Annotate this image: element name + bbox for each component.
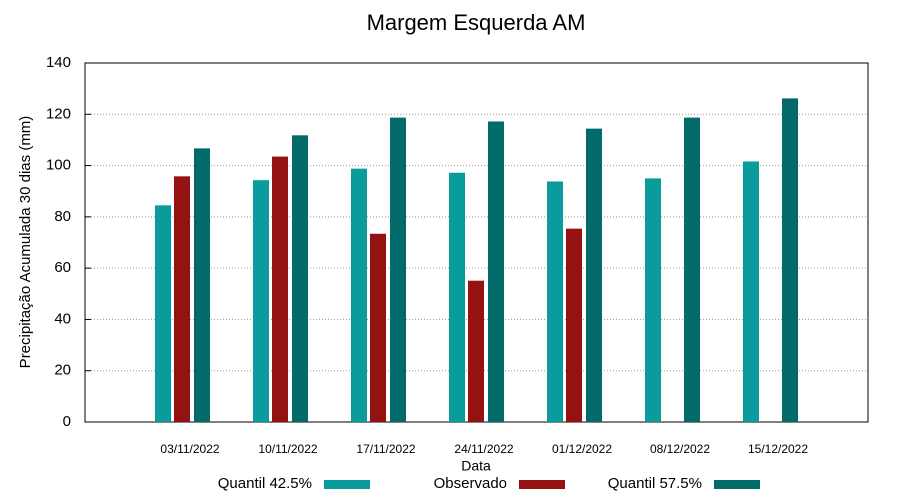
y-tick-label: 100 [46, 157, 71, 174]
bar [488, 121, 504, 423]
bar [566, 228, 582, 422]
y-tick-label: 60 [54, 259, 71, 276]
x-tick-label: 24/11/2022 [454, 442, 513, 456]
x-tick-label: 01/12/2022 [552, 442, 612, 456]
bar [174, 176, 190, 422]
bar [468, 280, 484, 422]
x-tick-label: 10/11/2022 [258, 442, 317, 456]
legend-label: Quantil 57.5% [608, 475, 702, 492]
x-tick-label: 15/12/2022 [748, 442, 808, 456]
bar [370, 233, 386, 422]
legend-swatch [519, 480, 565, 489]
bar [390, 117, 406, 422]
bar [449, 172, 465, 422]
bar [684, 117, 700, 422]
bar [645, 178, 661, 422]
y-tick-label: 20 [54, 362, 71, 379]
y-tick-label: 140 [46, 54, 71, 71]
y-tick-label: 80 [54, 208, 71, 225]
y-tick-label: 120 [46, 105, 71, 122]
bar [253, 180, 269, 422]
bar [586, 128, 602, 422]
legend-swatch [714, 480, 760, 489]
bar [351, 168, 367, 422]
y-tick-label: 0 [63, 413, 71, 430]
x-tick-label: 03/11/2022 [160, 442, 219, 456]
x-tick-label: 17/11/2022 [356, 442, 415, 456]
legend-label: Observado [434, 475, 507, 492]
bar [272, 156, 288, 422]
bar [194, 148, 210, 422]
y-tick-label: 40 [54, 310, 71, 327]
bar [743, 161, 759, 422]
bar [292, 135, 308, 422]
x-axis-label: Data [461, 458, 491, 474]
y-axis-label: Precipitação Acumulada 30 dias (mm) [17, 116, 34, 369]
bar [782, 98, 798, 422]
legend-swatch [324, 480, 370, 489]
bar [547, 181, 563, 422]
x-tick-label: 08/12/2022 [650, 442, 710, 456]
bar [155, 205, 171, 422]
legend-label: Quantil 42.5% [218, 475, 312, 492]
chart-title: Margem Esquerda AM [367, 10, 586, 35]
